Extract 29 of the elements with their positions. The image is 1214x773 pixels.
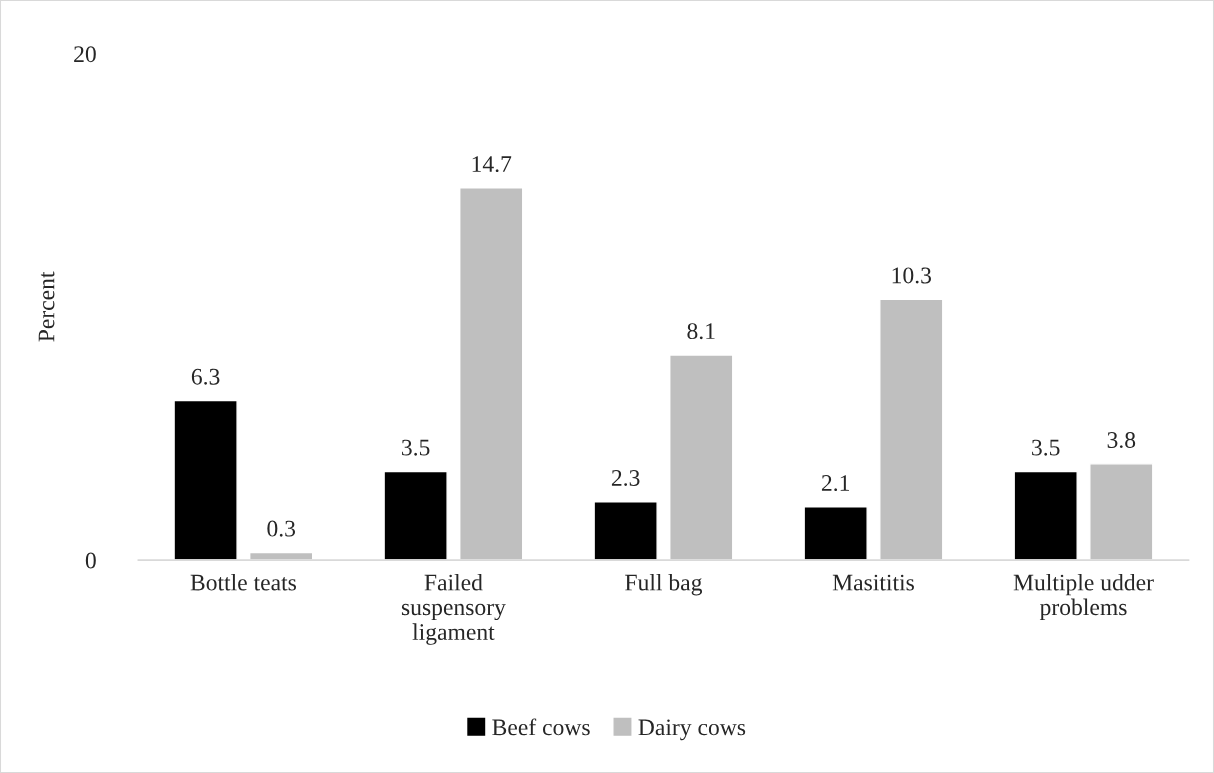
- data-label: 3.5: [402, 439, 430, 456]
- bar: [1013, 470, 1078, 561]
- data-label: 8.1: [687, 323, 715, 340]
- y-axis-title: Percent: [38, 271, 55, 342]
- data-label: 3.8: [1107, 432, 1136, 449]
- legend-label: Dairy cows: [638, 719, 746, 741]
- legend-label: Beef cows: [492, 718, 590, 736]
- data-label: 2.3: [611, 470, 640, 487]
- data-label: 6.3: [191, 368, 220, 385]
- bar: [459, 187, 524, 561]
- x-tick-label: Failed suspensory ligament: [401, 573, 506, 645]
- bar: [669, 354, 734, 561]
- y-tick-label: 0: [85, 552, 96, 569]
- bar: [1089, 463, 1154, 561]
- data-label: 10.3: [892, 267, 932, 284]
- data-label: 2.1: [821, 475, 850, 492]
- y-tick-label: 20: [74, 46, 96, 63]
- data-label: 14.7: [472, 156, 512, 173]
- bar: [173, 399, 238, 561]
- x-tick-label: Multiple udder problems: [1013, 573, 1154, 621]
- data-label: 3.5: [1032, 439, 1060, 456]
- bar: [879, 298, 944, 561]
- x-tick-label: Full bag: [625, 573, 703, 596]
- data-label: 0.3: [267, 520, 296, 537]
- x-tick-label: Bottle teats: [190, 573, 296, 591]
- bar: [803, 506, 868, 561]
- bar: [593, 501, 658, 561]
- x-tick-label: Masititis: [832, 574, 914, 591]
- bar: [383, 470, 448, 561]
